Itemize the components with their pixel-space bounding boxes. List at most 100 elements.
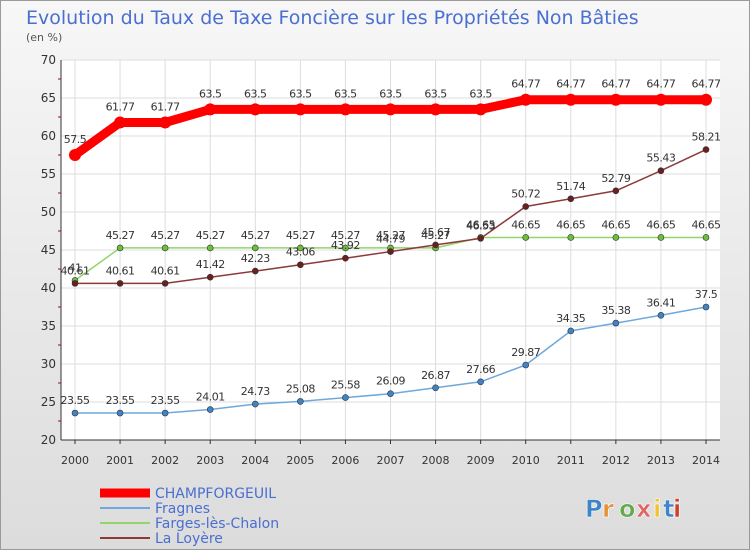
x-tick-label: 2001: [106, 454, 134, 467]
data-point: [387, 390, 394, 398]
x-tick-label: 2008: [422, 454, 450, 467]
data-label: 24.01: [196, 391, 225, 404]
chart-title: Evolution du Taux de Taxe Foncière sur l…: [26, 7, 639, 29]
data-point: [204, 103, 217, 116]
data-label: 23.55: [151, 394, 180, 407]
data-label: 61.77: [106, 101, 135, 114]
data-point: [116, 244, 124, 252]
data-point: [702, 146, 710, 153]
data-label: 45.27: [196, 229, 225, 242]
data-label: 45.27: [421, 229, 450, 242]
logo-letter: t: [663, 495, 674, 523]
data-label: 46.65: [511, 218, 540, 231]
data-point: [477, 235, 484, 242]
legend-label: CHAMPFORGEUIL: [155, 486, 276, 502]
data-label: 45.27: [106, 229, 135, 242]
legend-label: Fragnes: [155, 501, 210, 517]
x-tick-label: 2013: [647, 454, 675, 467]
data-point: [339, 103, 352, 116]
data-label: 23.55: [106, 394, 135, 407]
data-label: 64.77: [601, 78, 630, 91]
y-tick-label: 20: [41, 433, 56, 447]
data-label: 43.06: [286, 246, 315, 259]
data-point: [297, 244, 304, 252]
data-label: 46.65: [466, 218, 495, 231]
data-point: [567, 327, 575, 335]
data-point: [161, 409, 169, 417]
y-tick-label: 65: [41, 91, 56, 105]
data-point: [654, 93, 667, 106]
data-point: [702, 234, 710, 241]
data-point: [159, 116, 172, 129]
logo-letter: o: [619, 495, 636, 523]
data-point: [612, 234, 620, 241]
data-point: [206, 244, 214, 252]
data-point: [477, 378, 484, 386]
x-tick-label: 2010: [512, 454, 540, 467]
data-point: [612, 187, 620, 195]
data-label: 34.35: [556, 312, 585, 325]
x-tick-label: 2004: [241, 454, 269, 467]
data-point: [116, 280, 124, 287]
data-point: [206, 406, 214, 413]
data-point: [657, 311, 665, 319]
data-point: [206, 273, 214, 281]
data-point: [249, 103, 262, 116]
data-point: [116, 409, 124, 417]
data-point: [71, 409, 79, 417]
x-tick-label: 2002: [151, 454, 179, 467]
data-point: [657, 167, 665, 175]
data-point: [297, 261, 304, 269]
data-label: 46.65: [692, 218, 721, 231]
data-point: [161, 280, 169, 287]
data-point: [432, 241, 439, 249]
data-point: [69, 149, 81, 161]
data-label: 63.5: [334, 87, 357, 100]
data-point: [342, 394, 349, 401]
data-point: [522, 361, 530, 369]
y-tick-label: 60: [41, 129, 56, 143]
data-label: 52.79: [601, 172, 630, 185]
data-label: 46.65: [556, 218, 585, 231]
x-tick-label: 2006: [331, 454, 359, 467]
logo-letter: x: [636, 495, 652, 523]
data-label: 40.61: [61, 264, 90, 277]
data-label: 45.27: [331, 229, 360, 242]
y-tick-label: 50: [41, 205, 56, 219]
data-point: [251, 267, 259, 275]
x-tick-label: 2012: [602, 454, 630, 467]
data-point: [700, 93, 712, 106]
data-label: 63.5: [379, 87, 402, 100]
logo-letter: i: [653, 495, 661, 523]
y-tick-label: 25: [41, 395, 56, 409]
data-point: [251, 244, 259, 252]
data-point: [387, 248, 394, 255]
data-label: 46.65: [646, 218, 675, 231]
data-point: [522, 203, 530, 210]
data-label: 64.77: [692, 78, 721, 91]
logo-letter: r: [602, 495, 614, 523]
y-tick-label: 30: [41, 357, 56, 371]
data-label: 57.5: [64, 133, 87, 146]
data-label: 58.21: [692, 131, 721, 144]
data-point: [474, 103, 487, 116]
data-point: [429, 103, 442, 116]
data-label: 40.61: [106, 264, 135, 277]
data-label: 25.08: [286, 382, 315, 395]
data-label: 45.27: [376, 229, 405, 242]
data-label: 63.5: [289, 87, 312, 100]
data-point: [564, 93, 577, 106]
data-label: 64.77: [646, 78, 675, 91]
data-label: 29.87: [511, 346, 540, 359]
data-label: 45.27: [286, 229, 315, 242]
data-label: 55.43: [646, 152, 675, 165]
x-tick-label: 2000: [61, 454, 89, 467]
data-label: 43.92: [331, 239, 360, 252]
data-point: [702, 303, 710, 311]
data-point: [612, 319, 620, 327]
x-tick-label: 2011: [557, 454, 585, 467]
data-point: [251, 400, 259, 408]
x-tick-label: 2007: [377, 454, 405, 467]
y-tick-label: 55: [41, 167, 56, 181]
